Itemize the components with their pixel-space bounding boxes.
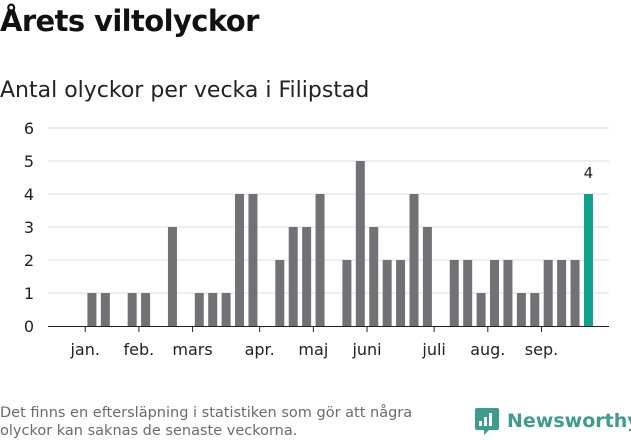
bar-chart: 0 1 2 3 4 5 6 jan. feb. mars apr. maj juni juli aug. s… [24, 119, 609, 359]
bar [570, 260, 580, 326]
bar [422, 227, 432, 326]
y-axis-ticks: 0 1 2 3 4 5 6 [24, 119, 34, 336]
y-tick-label: 3 [24, 218, 34, 237]
bar [557, 260, 567, 326]
bar [127, 293, 137, 326]
bar [87, 293, 97, 326]
bar [396, 260, 406, 326]
data-label: 4 [584, 164, 594, 182]
bar [141, 293, 151, 326]
x-tick-label: aug. [470, 340, 505, 359]
bar [463, 260, 473, 326]
chart-subtitle: Antal olyckor per vecka i Filipstad [0, 78, 370, 103]
bar [275, 260, 285, 326]
grid-lines [48, 127, 609, 294]
bar [315, 194, 325, 326]
bar [302, 227, 312, 326]
x-tick-label: maj [298, 340, 328, 359]
bar [530, 293, 540, 326]
bar [208, 293, 218, 326]
bar [449, 260, 459, 326]
highlight-bar [583, 194, 593, 326]
x-tick-label: sep. [525, 340, 558, 359]
bar [248, 194, 258, 326]
x-tick-label: feb. [124, 340, 155, 359]
x-tick-label: jan. [69, 340, 99, 359]
bar [288, 227, 298, 326]
bars [87, 161, 593, 326]
x-tick-label: juli [421, 340, 445, 359]
x-tick-label: apr. [245, 340, 275, 359]
bar [476, 293, 486, 326]
y-tick-label: 4 [24, 185, 34, 204]
y-tick-label: 5 [24, 152, 34, 171]
y-tick-label: 1 [24, 284, 34, 303]
y-tick-label: 6 [24, 119, 34, 138]
bar [409, 194, 419, 326]
newsworthy-logo: Newsworthy [474, 406, 631, 436]
footnote: Det finns en eftersläpning i statistiken… [0, 405, 413, 439]
y-tick-label: 0 [24, 317, 34, 336]
x-tick-label: juni [351, 340, 381, 359]
bar [382, 260, 392, 326]
chart-title: Årets viltolyckor [0, 4, 259, 38]
x-tick-label: mars [172, 340, 212, 359]
x-axis-ticks: jan. feb. mars apr. maj juni juli aug. sep. [69, 326, 558, 359]
bar [516, 293, 526, 326]
bar [503, 260, 513, 326]
brand-name: Newsworthy [507, 410, 631, 432]
data-labels: 4 [584, 164, 594, 182]
bar [194, 293, 204, 326]
bar [167, 227, 177, 326]
bar [369, 227, 379, 326]
bar [342, 260, 352, 326]
bar [543, 260, 553, 326]
bar [221, 293, 231, 326]
bar [490, 260, 500, 326]
bar [100, 293, 110, 326]
bar [235, 194, 245, 326]
newsworthy-logo-icon [475, 408, 499, 435]
y-tick-label: 2 [24, 251, 34, 270]
bar [355, 161, 365, 326]
